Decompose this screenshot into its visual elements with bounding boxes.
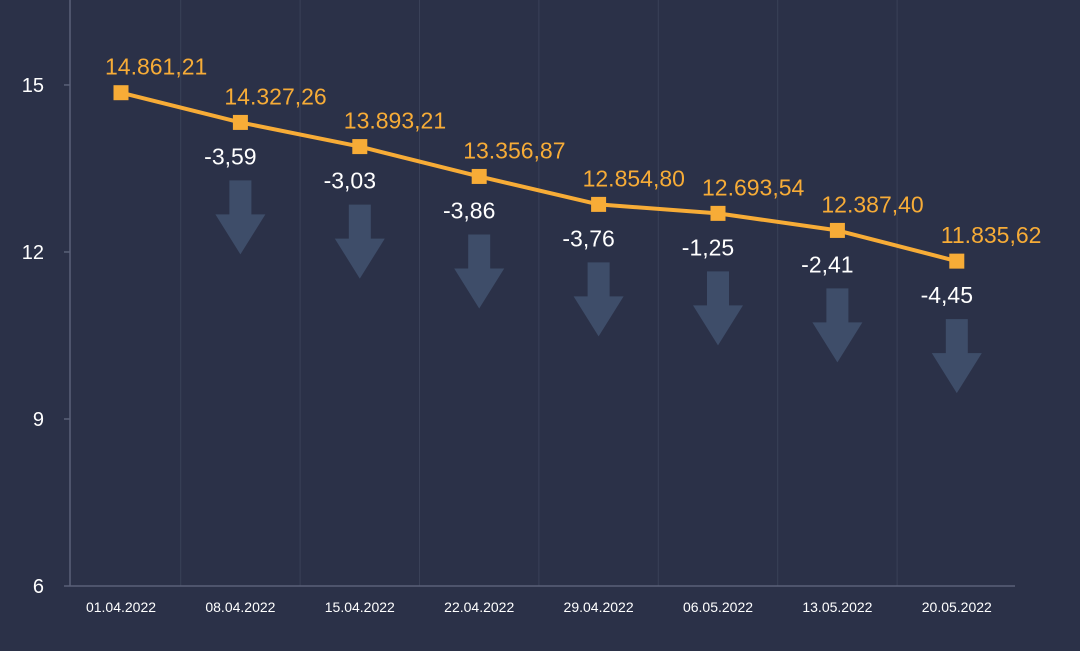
value-label: 13.356,87	[463, 137, 565, 163]
x-tick-label: 13.05.2022	[802, 599, 872, 615]
value-label: 13.893,21	[344, 108, 446, 134]
down-arrow-icon	[334, 204, 385, 279]
data-point-marker	[829, 222, 845, 238]
down-arrow-icon	[573, 262, 624, 337]
down-arrow-icon	[812, 288, 863, 363]
decline-arrows	[215, 180, 982, 394]
x-tick-label: 29.04.2022	[564, 599, 634, 615]
change-label: -3,76	[562, 225, 614, 251]
data-labels: 14.861,21 14.327,26 13.893,21 13.356,87 12.8…	[105, 54, 1041, 308]
change-label: -3,59	[204, 143, 256, 169]
axes: 6 9 12 15 01.04.2022 08.04.2022 15.04.2022 22.0…	[22, 0, 1015, 615]
data-point-marker	[113, 85, 129, 101]
x-tick-label: 15.04.2022	[325, 599, 395, 615]
x-tick-label: 08.04.2022	[205, 599, 275, 615]
change-label: -1,25	[682, 234, 734, 260]
down-arrow-icon	[693, 271, 743, 346]
y-tick-label: 9	[33, 409, 44, 431]
data-point-marker	[949, 253, 965, 269]
value-label: 11.835,62	[941, 222, 1042, 248]
change-label: -3,03	[324, 168, 376, 194]
data-point-marker	[591, 196, 607, 212]
data-point-marker	[710, 205, 726, 221]
data-point-marker	[232, 114, 248, 130]
value-label: 14.327,26	[224, 83, 326, 109]
y-tick-label: 15	[22, 75, 44, 97]
value-label: 14.861,21	[105, 54, 207, 80]
data-point-marker	[471, 168, 487, 184]
series-line	[113, 85, 965, 269]
series-line-path	[120, 90, 958, 264]
y-tick-label: 12	[22, 242, 44, 264]
change-label: -2,41	[801, 251, 853, 277]
value-label: 12.854,80	[583, 165, 685, 191]
grid	[180, 0, 898, 586]
y-tick-label: 6	[33, 576, 44, 598]
change-label: -3,86	[443, 197, 495, 223]
x-tick-label: 06.05.2022	[683, 599, 753, 615]
x-tick-label: 01.04.2022	[86, 599, 156, 615]
down-arrow-icon	[454, 234, 505, 309]
down-arrow-icon	[931, 319, 982, 394]
value-label: 12.693,54	[702, 174, 805, 200]
value-label: 12.387,40	[821, 191, 923, 217]
down-arrow-icon	[215, 180, 266, 255]
x-tick-label: 20.05.2022	[922, 599, 992, 615]
x-tick-label: 22.04.2022	[444, 599, 514, 615]
data-point-marker	[352, 139, 368, 155]
change-label: -4,45	[921, 282, 973, 308]
